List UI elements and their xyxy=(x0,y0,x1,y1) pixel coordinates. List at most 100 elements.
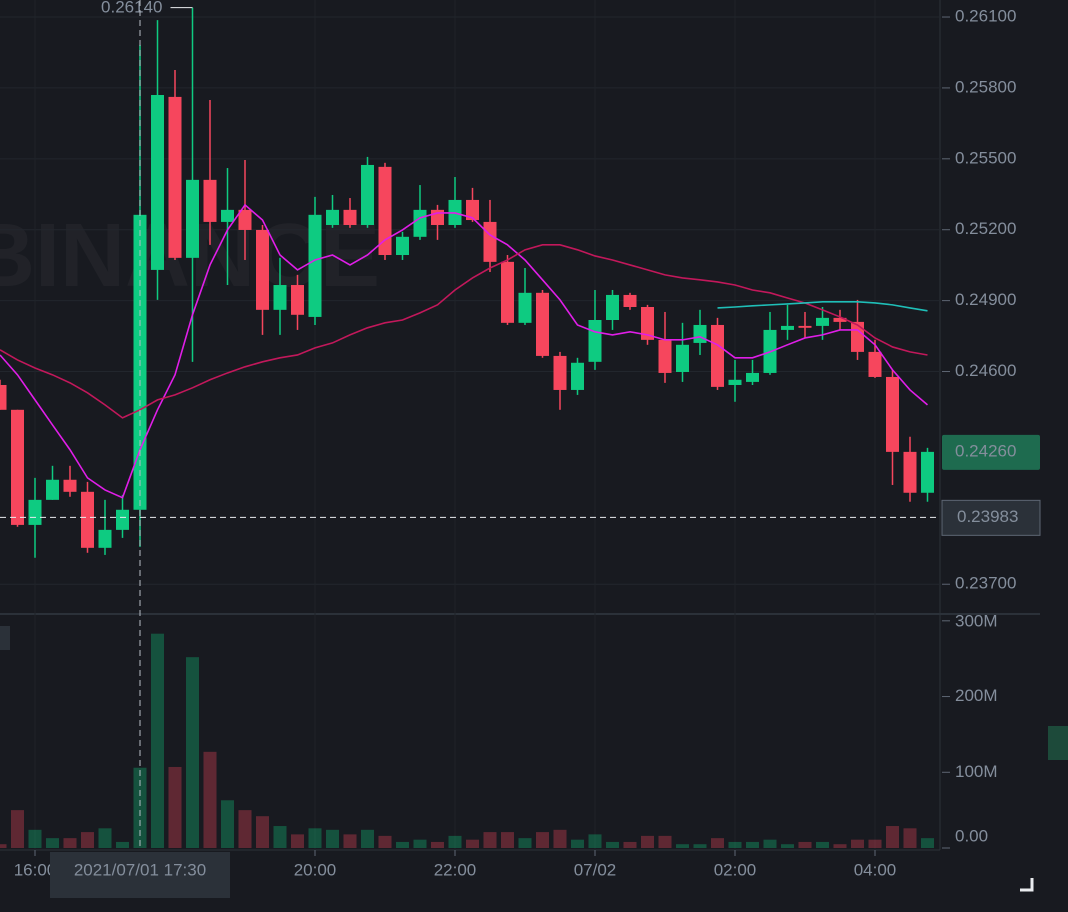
volume-bar xyxy=(746,841,759,848)
volume-bar xyxy=(763,839,777,848)
candle-body xyxy=(256,229,269,310)
volume-bar xyxy=(781,844,794,848)
candle-body xyxy=(728,379,742,385)
y-tick-label: 0.25800 xyxy=(955,77,1016,96)
candle-body xyxy=(291,285,304,315)
volume-bar xyxy=(81,832,94,848)
moving-average xyxy=(717,301,928,312)
volume-tick-label: 200M xyxy=(955,686,998,705)
candle-body xyxy=(571,362,584,390)
volume-bar xyxy=(903,828,917,848)
volume-tick-label: 0.00 xyxy=(955,826,988,845)
volume-bar xyxy=(221,800,234,848)
volume-bar xyxy=(326,829,339,848)
volume-bar xyxy=(98,828,112,848)
candle-body xyxy=(903,451,917,493)
candle-body xyxy=(326,209,339,225)
volume-tick-label: 300M xyxy=(955,611,998,630)
volume-bar xyxy=(921,838,934,848)
volume-bar xyxy=(728,841,742,848)
volume-bar xyxy=(116,841,129,848)
volume-bar xyxy=(798,841,812,848)
candle-body xyxy=(221,209,234,222)
candle-body xyxy=(308,214,322,317)
grid xyxy=(0,16,940,585)
candle-body xyxy=(396,236,409,256)
volume-bar xyxy=(501,832,514,848)
volume-bar xyxy=(431,841,444,848)
volume-bar xyxy=(168,766,182,848)
volume-bar xyxy=(238,810,252,848)
candle-body xyxy=(361,164,374,225)
candle-body xyxy=(81,491,94,548)
candle-body xyxy=(536,292,549,356)
candle-body xyxy=(413,209,427,237)
candle-body xyxy=(273,285,287,310)
candle-body xyxy=(606,294,619,320)
volume-bar xyxy=(483,832,497,848)
candle-body xyxy=(466,199,479,221)
x-tick-label: 20:00 xyxy=(294,860,337,879)
volume-bar xyxy=(886,826,899,848)
candle-body xyxy=(711,324,724,387)
volume-bar xyxy=(711,838,724,848)
candle-body xyxy=(851,321,864,352)
crosshair-time-label: 2021/07/01 17:30 xyxy=(74,860,206,879)
candle-body xyxy=(833,317,847,322)
plot-area xyxy=(0,7,934,848)
volume-bar xyxy=(63,838,77,848)
x-tick-label: 02:00 xyxy=(714,860,757,879)
volume-bar xyxy=(833,844,847,848)
volume-bar xyxy=(868,839,882,848)
candle-body xyxy=(781,325,794,330)
volume-bar xyxy=(676,844,689,848)
volume-bar xyxy=(46,838,59,848)
crosshair-price-label: 0.23983 xyxy=(957,507,1018,526)
candle-body xyxy=(168,96,182,258)
candle-body xyxy=(676,344,689,372)
candle-body xyxy=(483,221,497,262)
candle-body xyxy=(553,355,567,390)
moving-average xyxy=(0,244,928,419)
candle-body xyxy=(343,209,357,225)
candle-body xyxy=(0,384,7,410)
volume-bar xyxy=(571,839,584,848)
pane-button[interactable] xyxy=(0,626,10,650)
resize-icon[interactable] xyxy=(1020,878,1034,892)
candle-body xyxy=(588,319,602,362)
volume-bar xyxy=(186,657,199,848)
y-tick-label: 0.25500 xyxy=(955,148,1016,167)
volume-bar xyxy=(343,834,357,848)
side-handle[interactable] xyxy=(1048,726,1068,760)
y-tick-label: 0.25200 xyxy=(955,219,1016,238)
candle-body xyxy=(501,261,514,323)
candle-body xyxy=(378,166,392,256)
last-price-box xyxy=(942,434,1040,470)
x-tick-label: 04:00 xyxy=(854,860,897,879)
y-tick-label: 0.24900 xyxy=(955,290,1016,309)
volume-bar xyxy=(378,835,392,848)
crosshair-price-box xyxy=(941,499,1041,536)
candle-body xyxy=(746,372,759,382)
volume-bar xyxy=(518,838,532,848)
y-tick-label: 0.23700 xyxy=(955,574,1016,593)
volume-bar xyxy=(658,835,672,848)
volume-bar xyxy=(641,835,654,848)
volume-bar xyxy=(553,829,567,848)
moving-average xyxy=(0,203,929,499)
volume-bar xyxy=(693,844,707,848)
volume-bar xyxy=(203,751,217,848)
volume-bar xyxy=(588,834,602,848)
candle-body xyxy=(431,209,444,225)
candle-body xyxy=(816,317,829,326)
candle-body xyxy=(238,209,252,230)
candle-body xyxy=(186,179,199,258)
volume-bar xyxy=(308,828,322,848)
x-tick-label: 07/02 xyxy=(574,860,617,879)
candle-body xyxy=(63,479,77,492)
crosshair-time-box xyxy=(50,852,230,898)
volume-bar xyxy=(396,841,409,848)
candle-body xyxy=(693,324,707,343)
candle-body xyxy=(921,451,934,493)
